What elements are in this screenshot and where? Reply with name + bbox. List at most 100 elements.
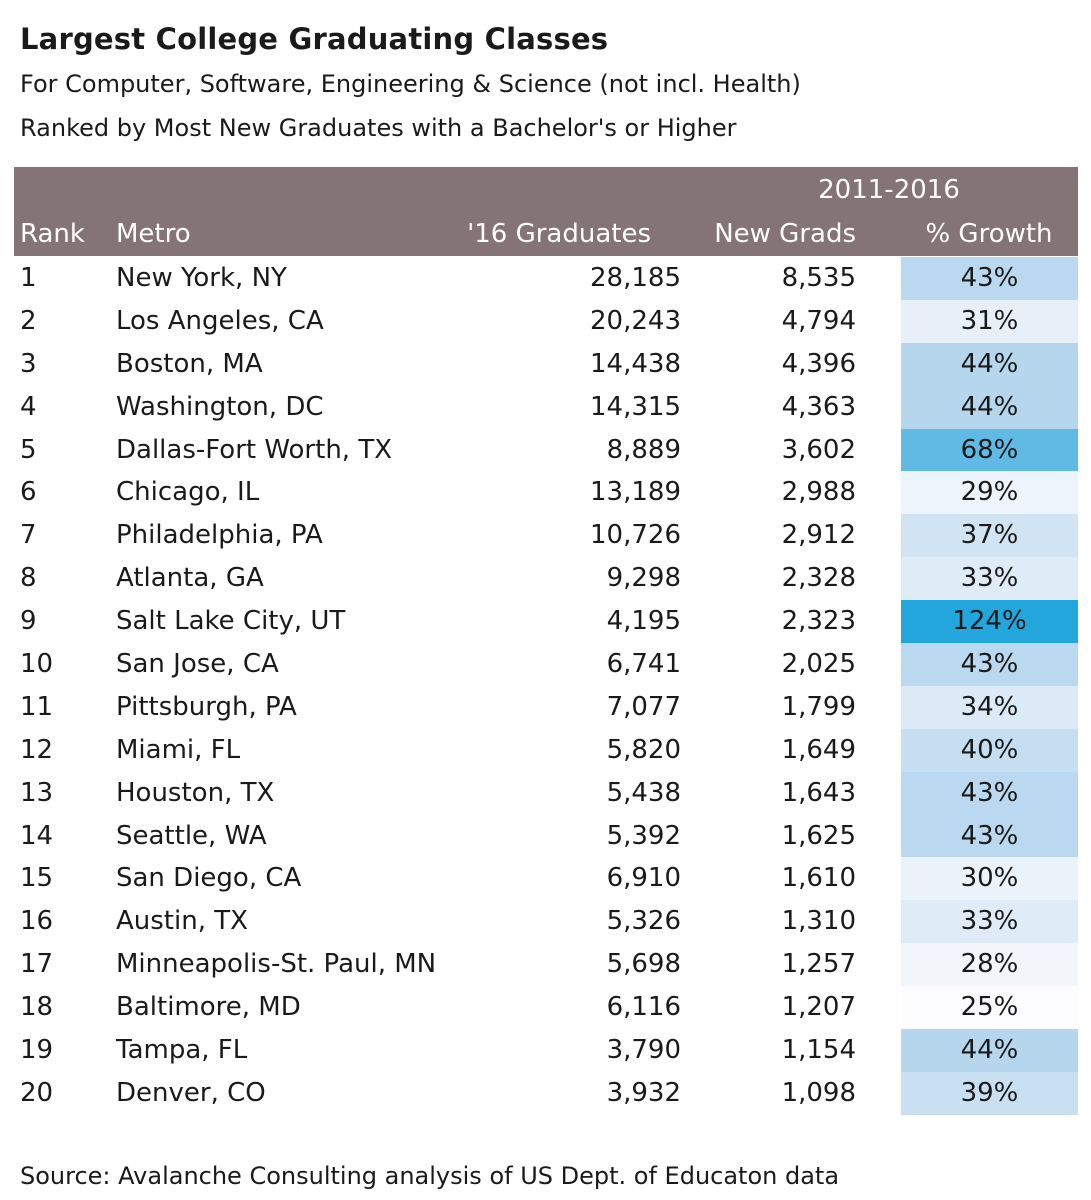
chart-subtitle: For Computer, Software, Engineering & Sc… — [20, 70, 801, 98]
source-note: Source: Avalanche Consulting analysis of… — [20, 1162, 840, 1190]
cell-new-grads: 2,328 — [781, 563, 856, 594]
cell-rank: 3 — [20, 348, 37, 379]
cell-graduates: 3,790 — [606, 1035, 681, 1066]
cell-metro: Denver, CO — [116, 1077, 266, 1108]
cell-graduates: 4,195 — [606, 606, 681, 637]
cell-metro: Chicago, IL — [116, 477, 260, 508]
cell-rank: 15 — [20, 863, 54, 894]
cell-rank: 10 — [20, 649, 54, 680]
cell-growth: 40% — [901, 728, 1078, 772]
cell-metro: Pittsburgh, PA — [116, 691, 297, 722]
cell-metro: Washington, DC — [116, 391, 324, 422]
table-row: 10 San Jose, CA 6,741 2,025 43% — [14, 643, 1078, 686]
header-period: 2011-2016 — [818, 175, 960, 205]
cell-growth: 44% — [901, 385, 1078, 429]
cell-graduates: 9,298 — [606, 563, 681, 594]
table-row: 15 San Diego, CA 6,910 1,610 30% — [14, 857, 1078, 901]
cell-new-grads: 1,257 — [781, 949, 856, 980]
cell-growth: 44% — [901, 1029, 1078, 1072]
cell-growth: 33% — [901, 900, 1078, 944]
cell-new-grads: 1,207 — [781, 992, 856, 1023]
cell-growth: 30% — [901, 857, 1078, 901]
cell-metro: Minneapolis-St. Paul, MN — [116, 949, 437, 980]
table-row: 17 Minneapolis-St. Paul, MN 5,698 1,257 28% — [14, 943, 1078, 987]
cell-graduates: 5,820 — [606, 734, 681, 765]
chart-subtitle-ranking: Ranked by Most New Graduates with a Bach… — [20, 114, 737, 142]
table-row: 19 Tampa, FL 3,790 1,154 44% — [14, 1029, 1078, 1072]
header-new-grads: New Grads — [714, 219, 856, 249]
cell-metro: Philadelphia, PA — [116, 520, 323, 551]
cell-growth: 25% — [901, 986, 1078, 1030]
cell-rank: 12 — [20, 734, 54, 765]
chart-title: Largest College Graduating Classes — [20, 22, 609, 56]
cell-metro: San Jose, CA — [116, 649, 279, 680]
cell-metro: Atlanta, GA — [116, 563, 264, 594]
table-row: 3 Boston, MA 14,438 4,396 44% — [14, 342, 1078, 386]
cell-metro: San Diego, CA — [116, 863, 302, 894]
cell-rank: 5 — [20, 434, 37, 465]
cell-graduates: 14,438 — [590, 348, 681, 379]
cell-metro: Miami, FL — [116, 734, 241, 765]
cell-metro: Austin, TX — [116, 906, 248, 937]
table-row: 6 Chicago, IL 13,189 2,988 29% — [14, 471, 1078, 515]
cell-growth: 43% — [901, 771, 1078, 815]
cell-rank: 4 — [20, 391, 37, 422]
header-graduates: '16 Graduates — [467, 219, 651, 249]
cell-metro: Tampa, FL — [116, 1035, 248, 1066]
cell-metro: New York, NY — [116, 263, 287, 293]
cell-new-grads: 2,323 — [781, 606, 856, 637]
cell-rank: 2 — [20, 305, 37, 336]
cell-growth: 39% — [901, 1071, 1078, 1115]
cell-rank: 14 — [20, 820, 54, 851]
table-row: 11 Pittsburgh, PA 7,077 1,799 34% — [14, 685, 1078, 729]
cell-metro: Houston, TX — [116, 777, 275, 808]
table-row: 20 Denver, CO 3,932 1,098 39% — [14, 1071, 1078, 1115]
cell-graduates: 6,116 — [606, 992, 681, 1023]
cell-new-grads: 2,025 — [781, 649, 856, 680]
cell-graduates: 6,910 — [606, 863, 681, 894]
cell-new-grads: 1,643 — [781, 777, 856, 808]
cell-growth: 68% — [901, 428, 1078, 472]
cell-graduates: 14,315 — [590, 391, 681, 422]
cell-rank: 13 — [20, 777, 54, 808]
cell-metro: Boston, MA — [116, 348, 263, 379]
cell-graduates: 20,243 — [590, 305, 681, 336]
cell-growth: 37% — [901, 514, 1078, 558]
table-row: 4 Washington, DC 14,315 4,363 44% — [14, 385, 1078, 429]
cell-new-grads: 4,396 — [781, 348, 856, 379]
cell-new-grads: 1,098 — [781, 1077, 856, 1108]
cell-graduates: 3,932 — [606, 1077, 681, 1108]
cell-growth: 124% — [901, 600, 1078, 644]
cell-metro: Dallas-Fort Worth, TX — [116, 434, 393, 465]
cell-growth: 43% — [901, 257, 1078, 300]
table-row: 18 Baltimore, MD 6,116 1,207 25% — [14, 986, 1078, 1030]
cell-rank: 6 — [20, 477, 37, 508]
header-metro: Metro — [116, 219, 191, 249]
cell-growth: 33% — [901, 557, 1078, 601]
cell-new-grads: 1,154 — [781, 1035, 856, 1066]
cell-new-grads: 1,799 — [781, 691, 856, 722]
table-row: 16 Austin, TX 5,326 1,310 33% — [14, 900, 1078, 944]
cell-growth: 31% — [901, 299, 1078, 343]
cell-new-grads: 4,794 — [781, 305, 856, 336]
cell-new-grads: 3,602 — [781, 434, 856, 465]
table-row: 14 Seattle, WA 5,392 1,625 43% — [14, 814, 1078, 858]
cell-graduates: 5,438 — [606, 777, 681, 808]
cell-new-grads: 1,310 — [781, 906, 856, 937]
cell-rank: 7 — [20, 520, 37, 551]
cell-graduates: 5,326 — [606, 906, 681, 937]
cell-metro: Los Angeles, CA — [116, 305, 324, 336]
cell-graduates: 13,189 — [590, 477, 681, 508]
cell-growth: 28% — [901, 943, 1078, 987]
cell-metro: Salt Lake City, UT — [116, 606, 346, 637]
table-row: 9 Salt Lake City, UT 4,195 2,323 124% — [14, 600, 1078, 644]
cell-rank: 19 — [20, 1035, 54, 1066]
cell-graduates: 6,741 — [606, 649, 681, 680]
table-row: 13 Houston, TX 5,438 1,643 43% — [14, 771, 1078, 815]
table-header: 2011-2016 Rank Metro '16 Graduates New G… — [14, 167, 1078, 256]
table-row: 2 Los Angeles, CA 20,243 4,794 31% — [14, 299, 1078, 343]
cell-graduates: 28,185 — [590, 263, 681, 293]
cell-growth: 34% — [901, 685, 1078, 729]
cell-rank: 11 — [20, 691, 54, 722]
cell-graduates: 7,077 — [606, 691, 681, 722]
